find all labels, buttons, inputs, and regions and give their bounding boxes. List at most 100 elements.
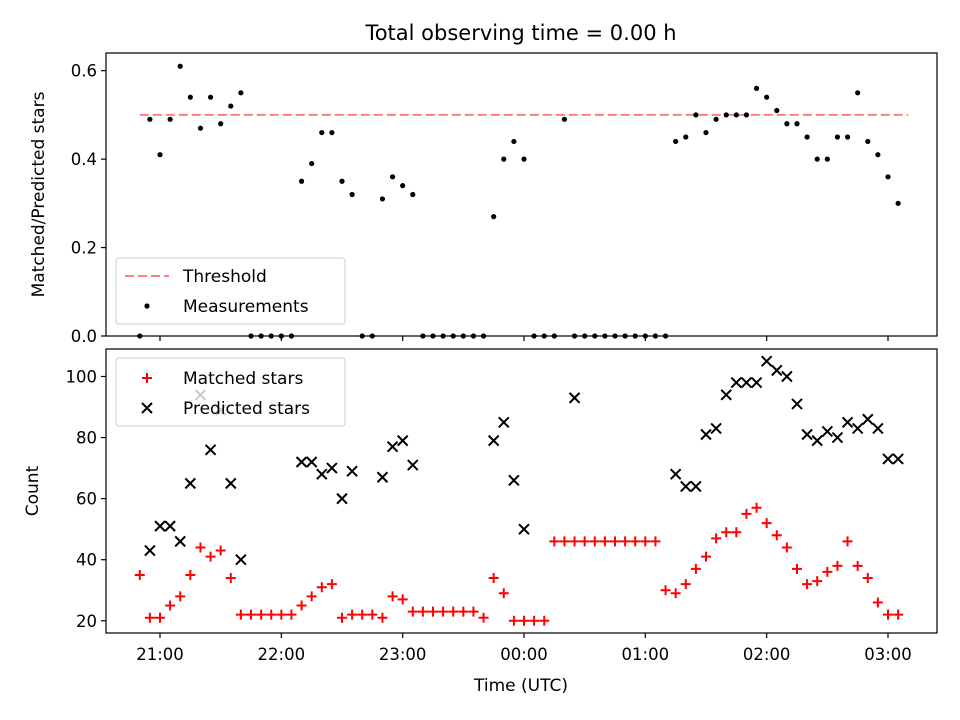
measurement-point [824,156,830,162]
matched-star-point [852,560,863,571]
predicted-star-point [821,425,834,438]
matched-star-point [215,545,226,556]
measurement-point [743,112,750,118]
measurement-point [410,191,416,198]
matched-star-point [731,527,742,538]
matched-star-point [802,579,813,590]
y-tick-label: 60 [76,490,97,509]
matched-star-point [508,615,519,626]
matched-star-point [680,579,691,590]
matched-star-point [337,612,347,623]
predicted-star-point [771,364,783,377]
matched-star-point [610,536,620,547]
measurement-point [683,134,689,140]
matched-star-point [792,563,802,574]
matched-star-point [428,606,438,617]
measurement-point [389,174,396,180]
matched-star-point [529,615,540,626]
predicted-star-point [831,431,844,444]
measurement-point [895,200,901,206]
matched-star-point [144,612,155,623]
matched-star-point [448,606,459,617]
matched-star-point [165,600,176,611]
measurement-point [177,63,183,69]
top-y-axis-label: Matched/Predicted stars [29,91,49,297]
matched-star-point [872,597,883,608]
matched-star-point [589,536,600,547]
predicted-star-point [518,523,530,535]
measurement-point [561,116,568,122]
predicted-star-point [690,480,702,493]
predicted-star-point [760,355,773,367]
measurement-point [774,107,780,114]
predicted-star-point [508,474,520,487]
legend-predicted-label: Predicted stars [183,399,310,419]
matched-star-point [458,606,469,617]
predicted-star-point [386,441,399,453]
x-tick-label: 02:00 [743,645,791,664]
matched-star-point [296,600,307,611]
predicted-star-point [730,376,743,389]
predicted-star-point [204,444,217,456]
measurement-point [309,160,315,167]
measurement-point [723,112,729,118]
figure-title: Total observing time = 0.00 h [364,21,676,45]
legend-measurements-swatch [144,303,150,309]
predicted-star-point [407,459,419,471]
matched-star-point [488,573,499,584]
matched-star-point [357,609,368,620]
measurement-point [865,138,871,145]
matched-star-point [407,606,418,617]
matched-star-point [559,536,570,547]
predicted-star-point [305,456,318,468]
measurement-point [733,112,739,118]
y-tick-label: 20 [76,612,97,631]
top-plot-area [137,63,909,339]
measurement-point [511,138,517,145]
predicted-star-point [872,422,884,435]
matched-star-point [478,612,489,623]
x-tick-label: 00:00 [500,645,548,664]
top-legend: Threshold Measurements [115,257,346,325]
matched-star-point [246,609,256,620]
matched-star-point [701,551,711,562]
measurement-point [855,90,861,96]
matched-star-point [690,563,701,574]
predicted-star-point [750,376,763,389]
predicted-star-point [720,389,732,401]
matched-star-point [812,576,823,587]
predicted-star-point [184,477,197,490]
top-panel-ratio-chart: 0.0 0.2 0.4 0.6 Matched/Predicted stars Thres… [29,52,938,346]
measurement-point [187,94,193,100]
matched-star-point [599,536,610,547]
matched-star-point [579,536,590,547]
measurement-point [228,103,234,109]
x-axis-label: Time (UTC) [473,676,568,696]
predicted-star-point [295,456,308,468]
matched-star-point [367,609,378,620]
matched-star-point [721,527,732,538]
matched-star-point [387,591,398,602]
matched-star-point [832,560,843,571]
y-tick-label: 0.0 [71,327,97,346]
bottom-y-axis-label: Count [23,465,43,516]
predicted-star-point [376,471,389,483]
legend-matched-label: Matched stars [183,369,303,389]
predicted-star-point [892,453,904,465]
matched-star-point [326,579,337,590]
matched-star-point [640,536,651,547]
matched-star-point [620,536,631,547]
matched-star-point [771,530,782,541]
predicted-star-point [164,520,176,532]
x-tick-label: 23:00 [379,645,427,664]
y-tick-label: 80 [76,429,97,448]
matched-star-point [316,582,327,593]
measurement-point [491,214,497,220]
measurement-point [673,138,679,145]
legend-matched-swatch [142,373,152,383]
measurement-point [298,178,305,184]
x-tick-label: 03:00 [864,645,912,664]
measurement-point [693,112,699,118]
predicted-star-point [710,422,722,435]
matched-star-point [670,588,681,599]
